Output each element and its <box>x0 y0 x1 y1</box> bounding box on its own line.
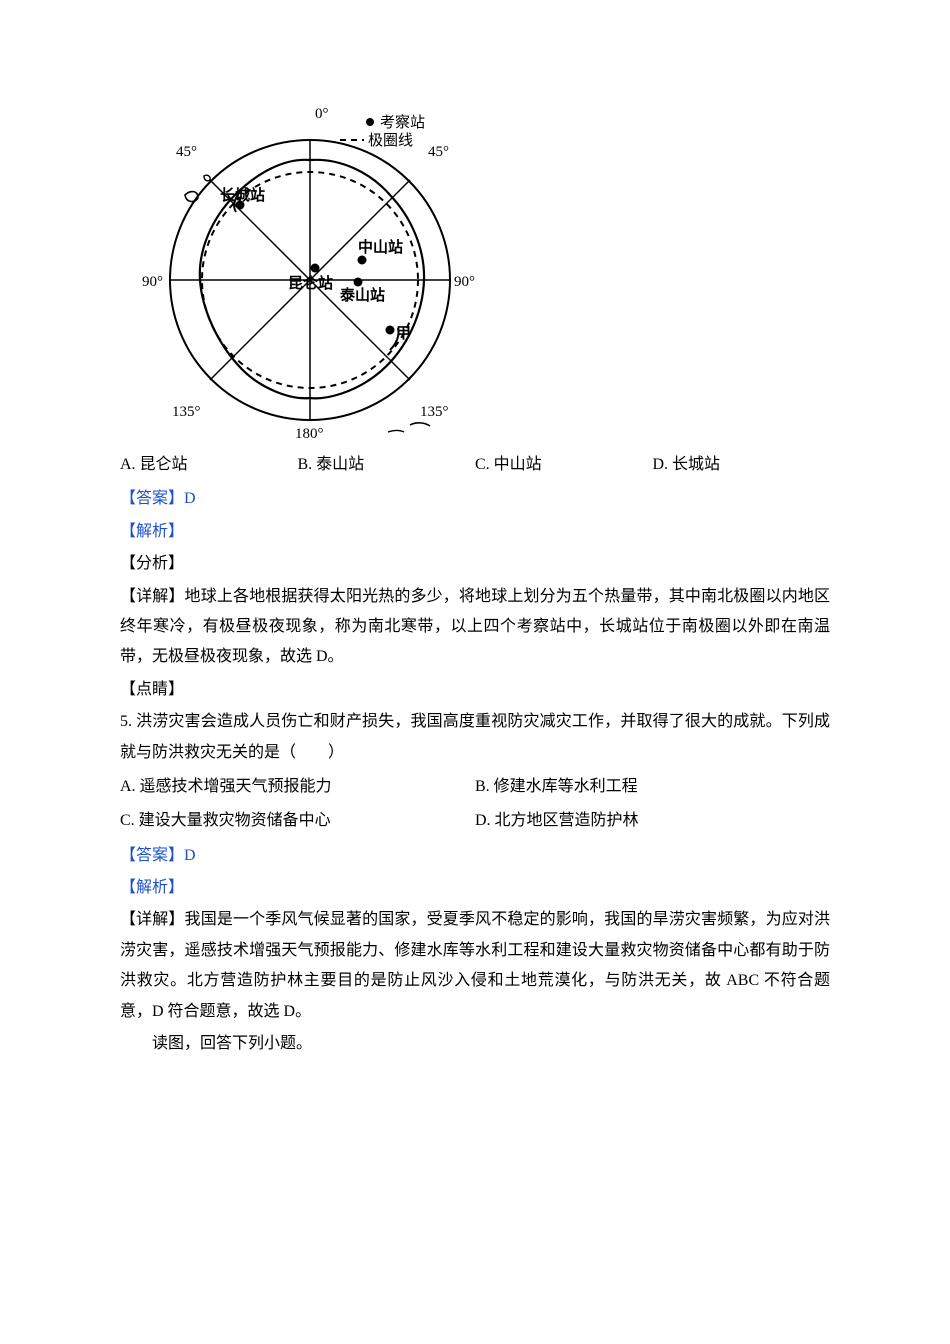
q4-answer: 【答案】D <box>120 484 830 514</box>
q5-opt-b: B. 修建水库等水利工程 <box>475 772 830 802</box>
q5-options-row2: C. 建设大量救灾物资储备中心 D. 北方地区营造防护林 <box>120 806 830 836</box>
q4-opt-d: D. 长城站 <box>653 450 831 480</box>
antarctic-map: 0° 45° 45° 90° 90° 135° 135° 180° 考察站 极圈… <box>140 100 830 440</box>
legend-circle: 极圈线 <box>368 132 413 149</box>
deg-45e: 45° <box>428 144 449 160</box>
deg-45w: 45° <box>176 144 197 160</box>
q4-opt-a: A. 昆仑站 <box>120 450 298 480</box>
next-prompt: 读图，回答下列小题。 <box>120 1029 830 1059</box>
label-changcheng: 长城站 <box>220 186 265 204</box>
q5-detail: 【详解】我国是一个季风气候显著的国家，受夏季风不稳定的影响，我国的旱涝灾害频繁，… <box>120 905 830 1027</box>
q5-stem: 5. 洪涝灾害会造成人员伤亡和财产损失，我国高度重视防灾减灾工作，并取得了很大的… <box>120 707 830 768</box>
q4-jiexi: 【解析】 <box>120 517 830 547</box>
q4-detail: 【详解】地球上各地根据获得太阳光热的多少，将地球上划分为五个热量带，其中南北极圈… <box>120 582 830 673</box>
label-kunlun: 昆仑站 <box>288 274 333 292</box>
deg-135e: 135° <box>420 404 449 420</box>
deg-90w: 90° <box>142 274 163 290</box>
q4-options: A. 昆仑站 B. 泰山站 C. 中山站 D. 长城站 <box>120 450 830 480</box>
deg-180: 180° <box>295 426 324 440</box>
label-zhongshan: 中山站 <box>358 238 403 256</box>
q4-fenxi: 【分析】 <box>120 549 830 579</box>
deg-90e: 90° <box>454 274 475 290</box>
label-jia: 甲 <box>396 325 411 342</box>
q5-jiexi: 【解析】 <box>120 873 830 903</box>
q5-answer: 【答案】D <box>120 841 830 871</box>
q4-opt-b: B. 泰山站 <box>298 450 476 480</box>
q5-opt-c: C. 建设大量救灾物资储备中心 <box>120 806 475 836</box>
deg-0: 0° <box>315 106 329 122</box>
deg-135w: 135° <box>172 404 201 420</box>
legend-station: 考察站 <box>380 113 425 131</box>
q4-dianqing: 【点睛】 <box>120 675 830 705</box>
q5-options-row1: A. 遥感技术增强天气预报能力 B. 修建水库等水利工程 <box>120 772 830 802</box>
q5-opt-d: D. 北方地区营造防护林 <box>475 806 830 836</box>
label-taishan: 泰山站 <box>339 286 385 304</box>
q4-opt-c: C. 中山站 <box>475 450 653 480</box>
q5-opt-a: A. 遥感技术增强天气预报能力 <box>120 772 475 802</box>
